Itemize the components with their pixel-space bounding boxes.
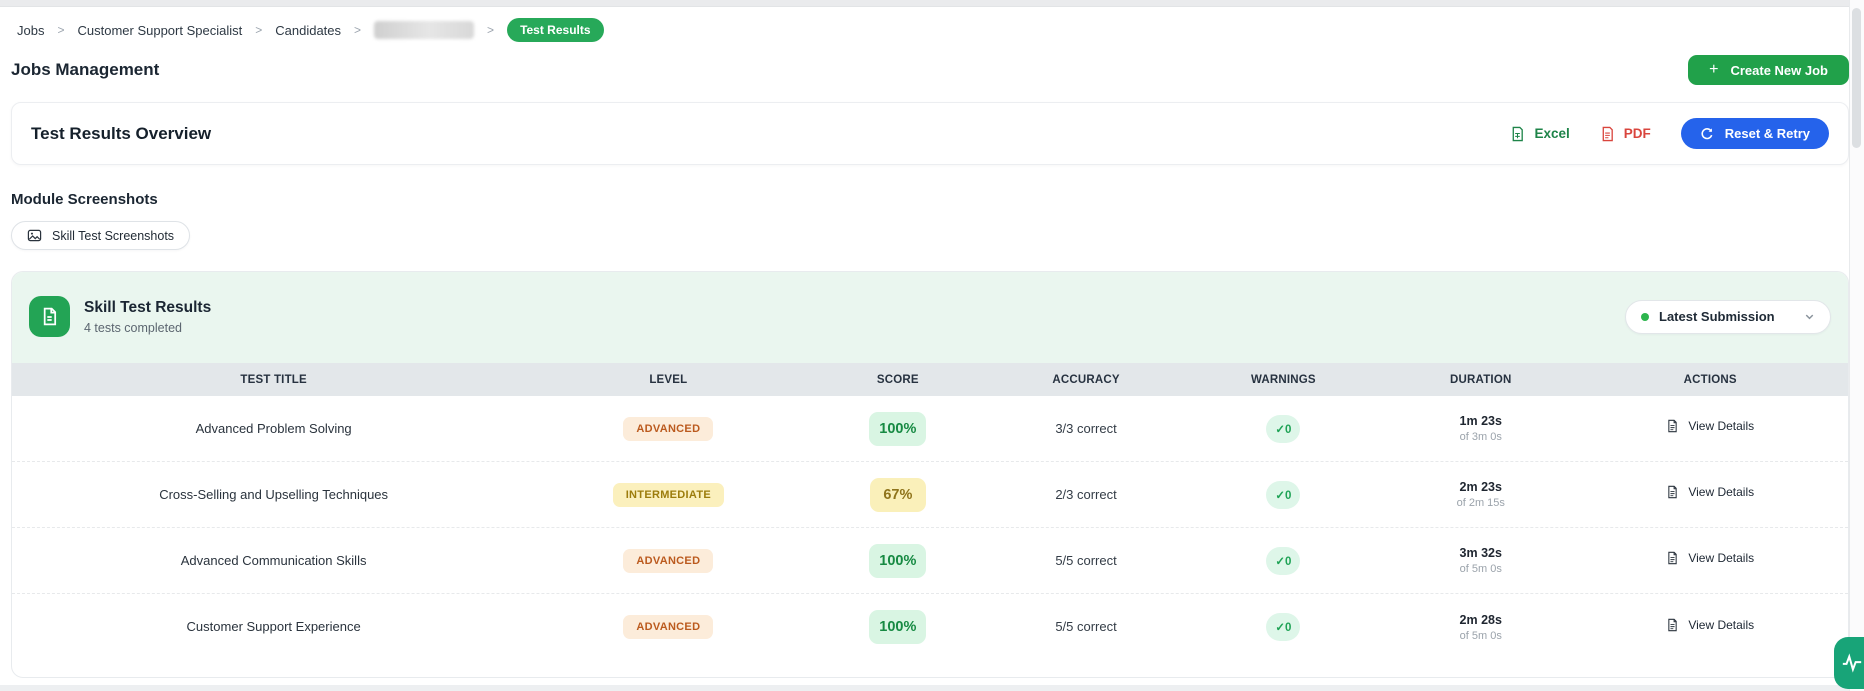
breadcrumb: Jobs > Customer Support Specialist > Can… bbox=[17, 18, 1849, 42]
window-top-strip bbox=[0, 0, 1864, 7]
skill-test-screenshots-button[interactable]: Skill Test Screenshots bbox=[11, 221, 191, 250]
breadcrumb-test-results-pill: Test Results bbox=[507, 18, 604, 42]
view-details-label: View Details bbox=[1688, 617, 1755, 632]
document-icon bbox=[1666, 551, 1679, 565]
col-warnings: WARNINGS bbox=[1250, 373, 1316, 386]
level-badge: INTERMEDIATE bbox=[612, 482, 724, 507]
col-score: SCORE bbox=[876, 373, 919, 386]
vertical-scrollbar[interactable] bbox=[1849, 0, 1864, 691]
create-new-job-label: Create New Job bbox=[1730, 62, 1828, 78]
duration-total: of 2m 15s bbox=[1456, 497, 1505, 509]
excel-file-icon bbox=[1510, 126, 1525, 142]
level-badge: ADVANCED bbox=[623, 416, 714, 441]
level-badge: ADVANCED bbox=[623, 615, 714, 639]
view-details-label: View Details bbox=[1688, 485, 1755, 499]
activity-icon bbox=[1841, 652, 1863, 674]
table-row: Customer Support Experience ADVANCED 100… bbox=[12, 594, 1848, 660]
view-details-button[interactable]: View Details bbox=[1666, 618, 1754, 632]
breadcrumb-candidates[interactable]: Candidates bbox=[275, 22, 342, 38]
breadcrumb-separator: > bbox=[354, 23, 362, 37]
export-excel-button[interactable]: Excel bbox=[1510, 126, 1570, 142]
test-title: Cross-Selling and Upselling Techniques bbox=[159, 486, 389, 502]
chevron-down-icon bbox=[1803, 310, 1816, 323]
skill-test-screenshots-label: Skill Test Screenshots bbox=[52, 228, 175, 243]
submission-filter-dropdown[interactable]: Latest Submission bbox=[1625, 299, 1831, 334]
warnings-badge: ✓0 bbox=[1266, 613, 1301, 641]
duration-value: 2m 28s bbox=[1459, 612, 1502, 627]
excel-label: Excel bbox=[1534, 126, 1570, 141]
results-table-header: TEST TITLE LEVEL SCORE ACCURACY WARNINGS… bbox=[12, 363, 1848, 396]
table-row: Advanced Communication Skills ADVANCED 1… bbox=[12, 528, 1848, 594]
document-icon bbox=[1666, 419, 1679, 433]
plus-icon: + bbox=[1709, 61, 1719, 78]
export-pdf-button[interactable]: PDF bbox=[1600, 126, 1651, 142]
breadcrumb-job-title[interactable]: Customer Support Specialist bbox=[77, 22, 243, 38]
pdf-label: PDF bbox=[1623, 126, 1651, 141]
view-details-button[interactable]: View Details bbox=[1666, 485, 1754, 499]
activity-floating-button[interactable] bbox=[1834, 637, 1864, 689]
pdf-file-icon bbox=[1600, 126, 1615, 142]
submission-filter-value: Latest Submission bbox=[1659, 309, 1775, 324]
scrollbar-thumb[interactable] bbox=[1852, 8, 1861, 148]
view-details-button[interactable]: View Details bbox=[1666, 551, 1754, 565]
skill-results-subtitle: 4 tests completed bbox=[84, 320, 182, 335]
breadcrumb-jobs[interactable]: Jobs bbox=[17, 22, 45, 38]
breadcrumb-separator: > bbox=[255, 23, 263, 37]
breadcrumb-separator: > bbox=[57, 23, 65, 37]
score-badge: 100% bbox=[869, 543, 927, 578]
refresh-icon bbox=[1700, 127, 1714, 141]
col-level: LEVEL bbox=[649, 373, 688, 386]
view-details-label: View Details bbox=[1688, 551, 1755, 565]
col-duration: DURATION bbox=[1450, 373, 1512, 386]
overview-title: Test Results Overview bbox=[31, 123, 212, 143]
warnings-badge: ✓0 bbox=[1266, 414, 1301, 443]
view-details-label: View Details bbox=[1688, 419, 1755, 433]
duration-value: 2m 23s bbox=[1459, 480, 1502, 494]
duration-total: of 5m 0s bbox=[1459, 563, 1502, 575]
test-title: Advanced Problem Solving bbox=[195, 420, 352, 436]
reset-retry-label: Reset & Retry bbox=[1724, 126, 1810, 141]
page-title: Jobs Management bbox=[11, 60, 160, 79]
warnings-badge: ✓0 bbox=[1266, 546, 1301, 575]
duration-value: 3m 32s bbox=[1459, 546, 1502, 560]
view-details-button[interactable]: View Details bbox=[1666, 419, 1754, 433]
table-row: Advanced Problem Solving ADVANCED 100% 3… bbox=[12, 396, 1848, 462]
status-dot-icon bbox=[1641, 312, 1649, 321]
table-row: Cross-Selling and Upselling Techniques I… bbox=[12, 462, 1848, 528]
document-icon bbox=[1666, 485, 1679, 499]
document-icon bbox=[29, 296, 70, 337]
test-results-overview-card: Test Results Overview Excel bbox=[11, 102, 1849, 165]
accuracy-value: 3/3 correct bbox=[1055, 420, 1117, 436]
breadcrumb-separator: > bbox=[487, 23, 495, 37]
test-title: Advanced Communication Skills bbox=[180, 552, 367, 568]
col-test-title: TEST TITLE bbox=[240, 373, 307, 386]
reset-retry-button[interactable]: Reset & Retry bbox=[1680, 118, 1829, 149]
skill-test-results-card: Skill Test Results 4 tests completed Lat… bbox=[11, 271, 1849, 678]
skill-results-title: Skill Test Results bbox=[84, 298, 212, 316]
accuracy-value: 5/5 correct bbox=[1055, 552, 1117, 568]
score-badge: 100% bbox=[869, 610, 927, 644]
overview-actions: Excel PDF Reset & Retry bbox=[1510, 118, 1829, 149]
score-badge: 67% bbox=[869, 477, 926, 512]
module-screenshots-title: Module Screenshots bbox=[11, 191, 158, 208]
bottom-strip bbox=[0, 685, 1850, 691]
col-accuracy: ACCURACY bbox=[1052, 373, 1120, 386]
skill-card-header: Skill Test Results 4 tests completed Lat… bbox=[12, 272, 1848, 363]
warnings-badge: ✓0 bbox=[1266, 480, 1301, 509]
accuracy-value: 2/3 correct bbox=[1055, 486, 1117, 502]
duration-value: 1m 23s bbox=[1459, 414, 1502, 428]
create-new-job-button[interactable]: + Create New Job bbox=[1688, 55, 1849, 85]
breadcrumb-candidate-redacted[interactable] bbox=[374, 21, 475, 39]
duration-total: of 3m 0s bbox=[1459, 431, 1502, 443]
test-title: Customer Support Experience bbox=[186, 619, 361, 634]
page-header: Jobs Management + Create New Job bbox=[11, 55, 1849, 85]
results-table-body: Advanced Problem Solving ADVANCED 100% 3… bbox=[12, 396, 1848, 660]
score-badge: 100% bbox=[869, 411, 927, 446]
level-badge: ADVANCED bbox=[623, 548, 714, 573]
image-icon bbox=[27, 228, 42, 243]
duration-total: of 5m 0s bbox=[1459, 629, 1502, 642]
col-actions: ACTIONS bbox=[1683, 373, 1737, 386]
document-icon bbox=[1666, 618, 1679, 632]
accuracy-value: 5/5 correct bbox=[1055, 619, 1117, 634]
